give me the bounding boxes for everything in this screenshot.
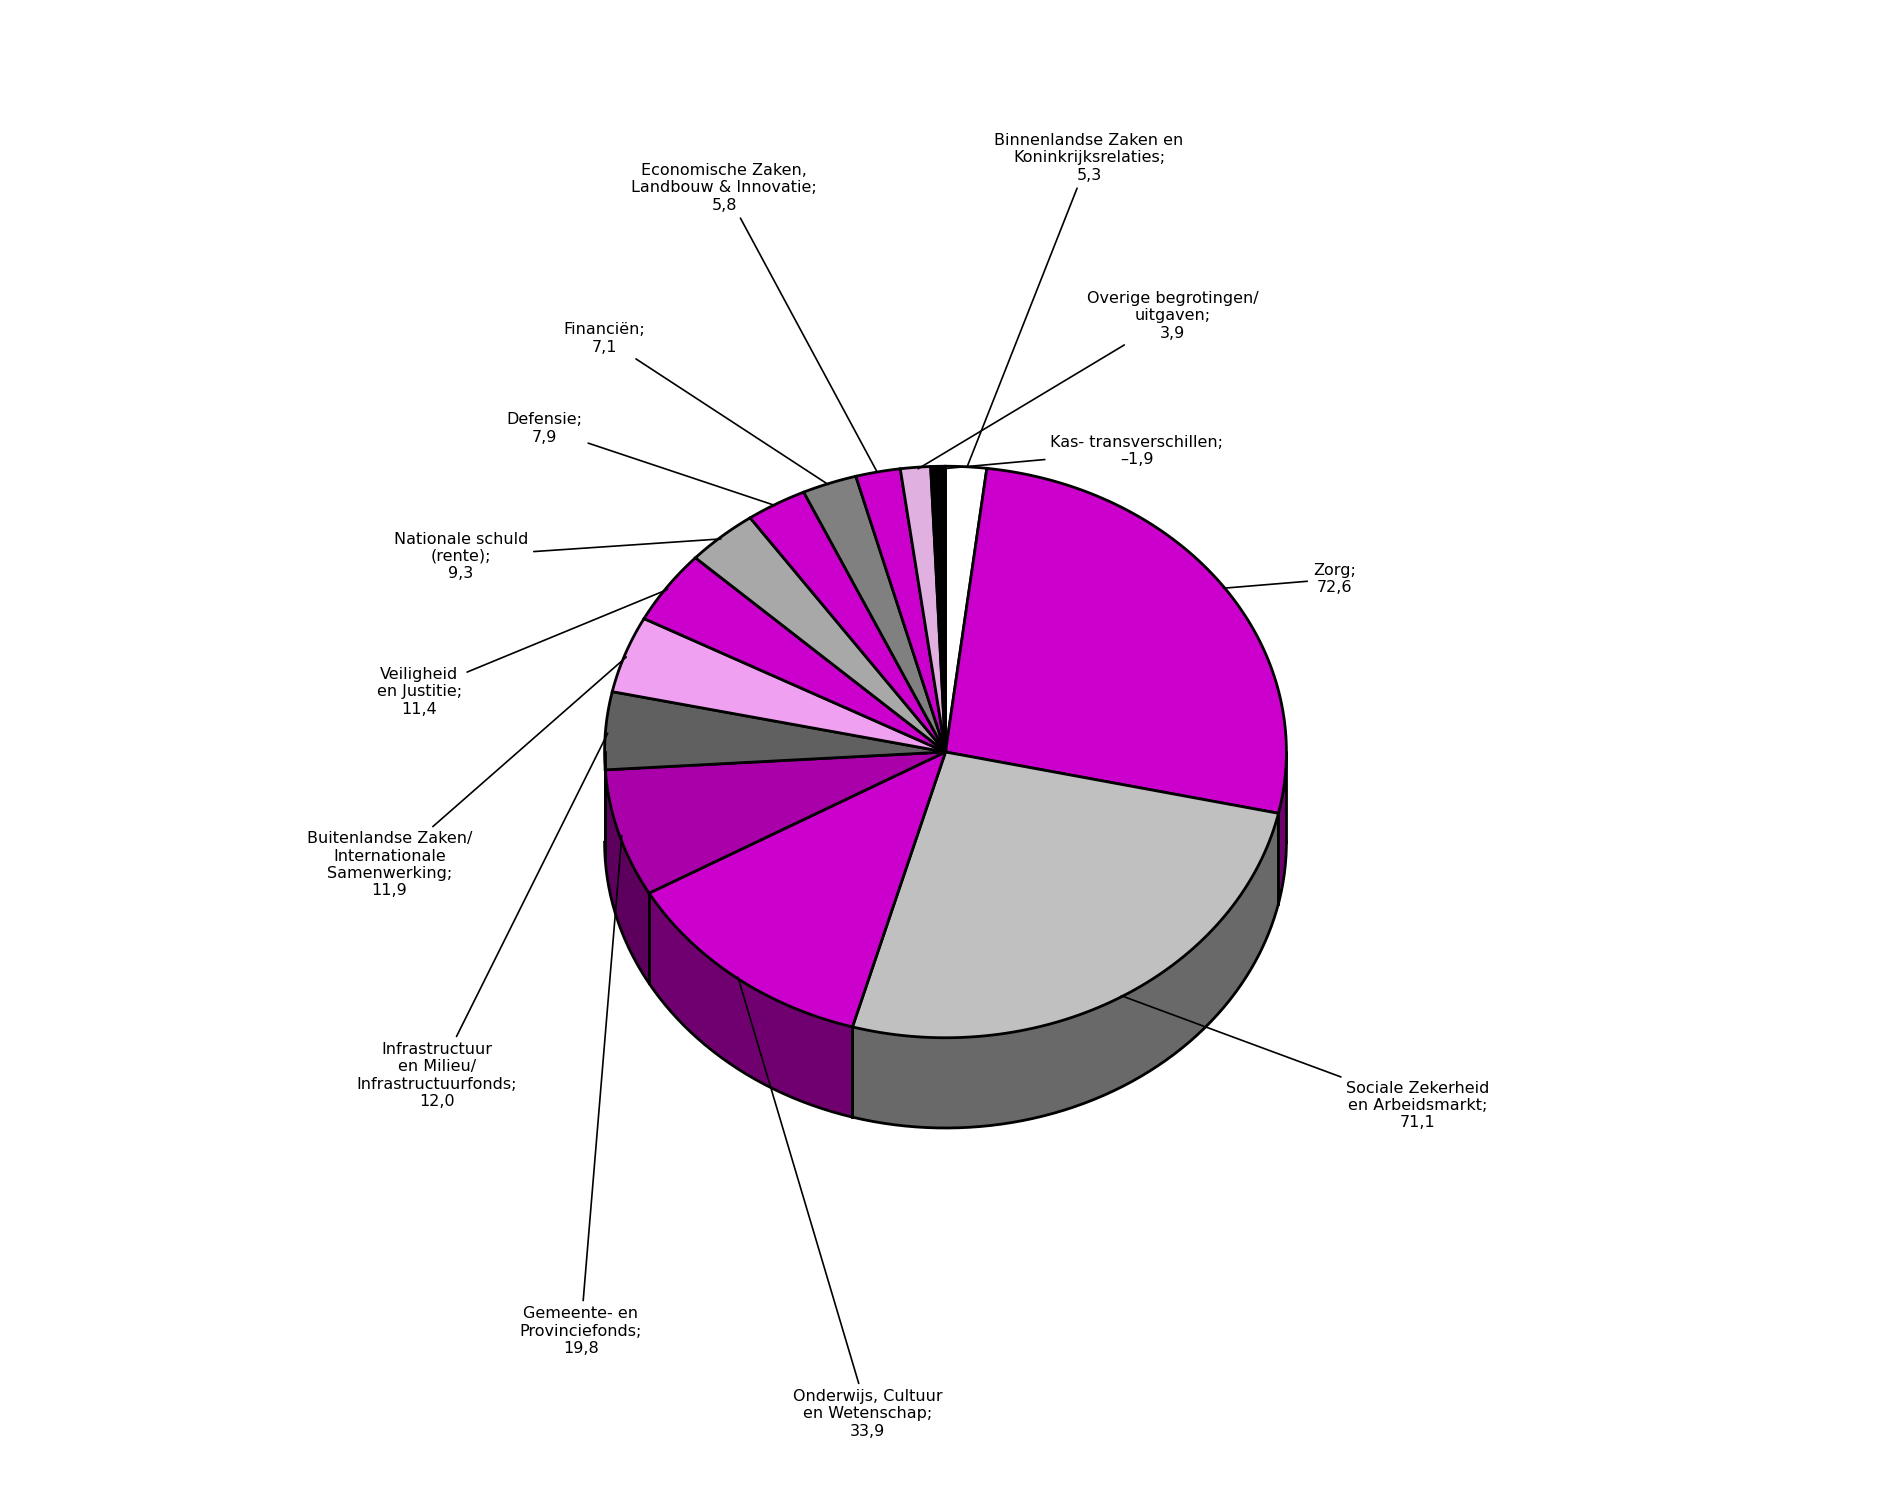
Text: Economische Zaken,
Landbouw & Innovatie;
5,8: Economische Zaken, Landbouw & Innovatie;… [632, 162, 877, 472]
Polygon shape [649, 893, 853, 1117]
Text: Overige begrotingen/
uitgaven;
3,9: Overige begrotingen/ uitgaven; 3,9 [919, 290, 1259, 469]
Polygon shape [645, 558, 946, 752]
Text: Kas- transverschillen;
–1,9: Kas- transverschillen; –1,9 [942, 435, 1223, 469]
Text: Gemeente- en
Provinciefonds;
19,8: Gemeente- en Provinciefonds; 19,8 [520, 836, 641, 1357]
Polygon shape [649, 752, 946, 1027]
Text: Financiën;
7,1: Financiën; 7,1 [564, 322, 828, 484]
Text: Nationale schuld
(rente);
9,3: Nationale schuld (rente); 9,3 [393, 531, 720, 582]
Text: Binnenlandse Zaken en
Koninkrijksrelaties;
5,3: Binnenlandse Zaken en Koninkrijksrelatie… [966, 132, 1184, 468]
Text: Infrastructuur
en Milieu/
Infrastructuurfonds;
12,0: Infrastructuur en Milieu/ Infrastructuur… [357, 734, 607, 1108]
Polygon shape [853, 814, 1278, 1128]
Text: Zorg;
72,6: Zorg; 72,6 [1223, 562, 1356, 596]
Polygon shape [946, 468, 1286, 814]
Polygon shape [613, 618, 946, 752]
Text: Defensie;
7,9: Defensie; 7,9 [507, 412, 775, 505]
Polygon shape [900, 466, 946, 752]
Polygon shape [605, 770, 649, 984]
Polygon shape [751, 492, 946, 752]
Polygon shape [930, 466, 946, 752]
Text: Buitenlandse Zaken/
Internationale
Samenwerking;
11,9: Buitenlandse Zaken/ Internationale Samen… [306, 657, 626, 898]
Text: Veiligheid
en Justitie;
11,4: Veiligheid en Justitie; 11,4 [376, 590, 668, 717]
Polygon shape [1278, 754, 1286, 904]
Polygon shape [605, 692, 946, 770]
Polygon shape [804, 477, 946, 752]
Polygon shape [853, 752, 1278, 1038]
Polygon shape [696, 517, 946, 752]
Polygon shape [946, 466, 987, 752]
Polygon shape [605, 752, 946, 893]
Text: Sociale Zekerheid
en Arbeidsmarkt;
71,1: Sociale Zekerheid en Arbeidsmarkt; 71,1 [1121, 996, 1490, 1131]
Text: Onderwijs, Cultuur
en Wetenschap;
33,9: Onderwijs, Cultuur en Wetenschap; 33,9 [737, 978, 942, 1439]
Polygon shape [857, 469, 946, 752]
